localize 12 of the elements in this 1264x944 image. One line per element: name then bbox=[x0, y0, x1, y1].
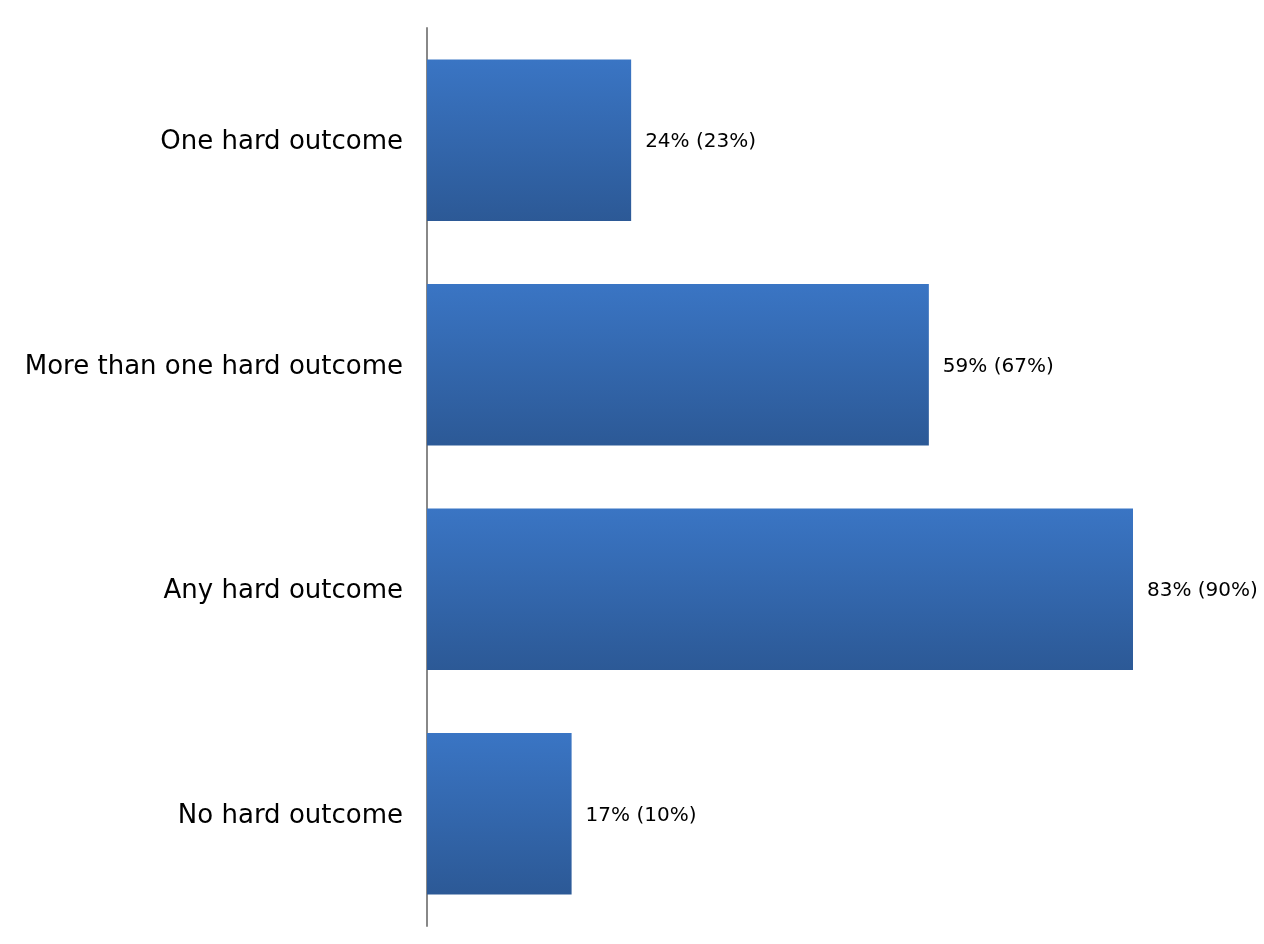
y-tick-label: More than one hard outcome bbox=[24, 349, 403, 380]
y-tick-label: One hard outcome bbox=[160, 125, 403, 156]
bar bbox=[427, 283, 929, 446]
data-label: 83% (90%) bbox=[1147, 577, 1258, 602]
data-label: 59% (67%) bbox=[942, 352, 1054, 377]
data-label: 17% (10%) bbox=[585, 801, 697, 826]
y-tick-label: Any hard outcome bbox=[163, 574, 403, 605]
bar bbox=[427, 508, 1133, 671]
bar bbox=[427, 732, 572, 895]
data-label: 24% (23%) bbox=[645, 128, 757, 153]
bar bbox=[427, 59, 632, 222]
y-tick-label: No hard outcome bbox=[177, 798, 403, 829]
